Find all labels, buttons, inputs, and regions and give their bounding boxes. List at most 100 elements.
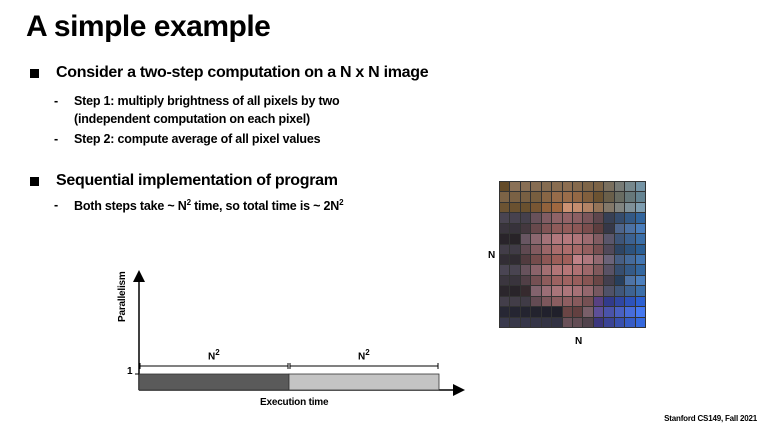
footer-credit: Stanford CS149, Fall 2021: [664, 414, 757, 423]
sub-bullet-text: Step 1: multiply brightness of all pixel…: [74, 94, 340, 108]
pixel-cell: [635, 234, 645, 244]
pixel-cell: [510, 307, 520, 317]
pixel-cell: [635, 275, 645, 286]
pixel-cell: [510, 234, 520, 244]
pixel-cell: [552, 202, 562, 213]
pixel-cell: [531, 286, 541, 296]
pixel-cell: [541, 244, 552, 254]
pixel-cell: [583, 296, 593, 307]
pixel-cell: [604, 192, 614, 202]
pixel-cell: [562, 182, 572, 192]
pixel-cell: [614, 202, 625, 213]
pixel-cell: [593, 286, 604, 296]
pixel-cell: [593, 317, 604, 327]
pixel-cell: [500, 234, 510, 244]
pixel-cell: [593, 182, 604, 192]
pixel-cell: [500, 223, 510, 234]
pixel-cell: [552, 286, 562, 296]
pixel-cell: [604, 286, 614, 296]
pixel-cell: [552, 223, 562, 234]
pixel-cell: [552, 275, 562, 286]
pixel-cell: [593, 202, 604, 213]
pixel-cell: [531, 317, 541, 327]
pixel-cell: [500, 275, 510, 286]
pixel-cell: [614, 265, 625, 275]
pixel-cell: [604, 317, 614, 327]
pixel-cell: [604, 244, 614, 254]
pixel-cell: [625, 275, 635, 286]
segment-label-step2: N2: [358, 348, 370, 363]
segment-bar-2: [288, 373, 440, 391]
pixel-cell: [573, 234, 583, 244]
pixel-cell: [552, 265, 562, 275]
pixel-cell: [520, 255, 531, 265]
pixel-cell: [541, 265, 552, 275]
pixel-cell: [583, 255, 593, 265]
pixel-cell: [593, 265, 604, 275]
pixel-cell: [625, 213, 635, 223]
pixel-cell: [500, 265, 510, 275]
pixel-cell: [583, 223, 593, 234]
pixel-cell: [583, 286, 593, 296]
pixel-cell: [614, 296, 625, 307]
pixel-cell: [520, 192, 531, 202]
pixel-cell: [500, 213, 510, 223]
pixel-cell: [625, 223, 635, 234]
pixel-cell: [520, 275, 531, 286]
pixel-cell: [510, 182, 520, 192]
pixel-cell: [573, 265, 583, 275]
segment-label-step1: N2: [208, 348, 220, 363]
pixel-cell: [531, 255, 541, 265]
pixel-cell: [510, 202, 520, 213]
pixel-cell: [573, 192, 583, 202]
pixel-cell: [635, 255, 645, 265]
pixel-cell: [510, 244, 520, 254]
pixel-cell: [614, 234, 625, 244]
dash: -: [54, 94, 58, 108]
pixel-cell: [625, 296, 635, 307]
pixel-cell: [604, 202, 614, 213]
slide-title: A simple example: [26, 10, 271, 43]
pixel-cell: [583, 244, 593, 254]
pixel-cell: [625, 265, 635, 275]
pixel-cell: [583, 265, 593, 275]
pixel-cell: [500, 296, 510, 307]
pixel-cell: [635, 223, 645, 234]
pixel-cell: [520, 317, 531, 327]
pixel-cell: [552, 317, 562, 327]
segment-bar-1: [138, 373, 290, 391]
pixel-cell: [573, 182, 583, 192]
pixel-cell: [531, 234, 541, 244]
pixel-cell: [593, 223, 604, 234]
pixel-cell: [625, 192, 635, 202]
pixel-cell: [552, 307, 562, 317]
pixel-cell: [573, 223, 583, 234]
pixel-cell: [541, 213, 552, 223]
pixel-cell: [552, 296, 562, 307]
dash: -: [54, 198, 58, 212]
pixel-cell: [573, 286, 583, 296]
pixel-grid: [499, 181, 646, 328]
pixel-cell: [604, 213, 614, 223]
pixel-cell: [562, 213, 572, 223]
pixel-cell: [510, 255, 520, 265]
pixel-cell: [531, 307, 541, 317]
pixel-cell: [520, 265, 531, 275]
pixel-cell: [593, 234, 604, 244]
pixel-cell: [531, 296, 541, 307]
pixel-cell: [531, 244, 541, 254]
pixel-cell: [552, 182, 562, 192]
pixel-cell: [520, 223, 531, 234]
pixel-cell: [520, 182, 531, 192]
pixel-cell: [562, 244, 572, 254]
pixel-cell: [604, 296, 614, 307]
pixel-cell: [531, 213, 541, 223]
bullet-sequential: Sequential implementation of program: [30, 172, 338, 190]
pixel-cell: [593, 192, 604, 202]
pixel-cell: [562, 192, 572, 202]
pixel-cell: [500, 192, 510, 202]
pixel-cell: [583, 182, 593, 192]
image-width-label: N: [575, 336, 583, 347]
pixel-cell: [531, 265, 541, 275]
pixel-cell: [541, 192, 552, 202]
